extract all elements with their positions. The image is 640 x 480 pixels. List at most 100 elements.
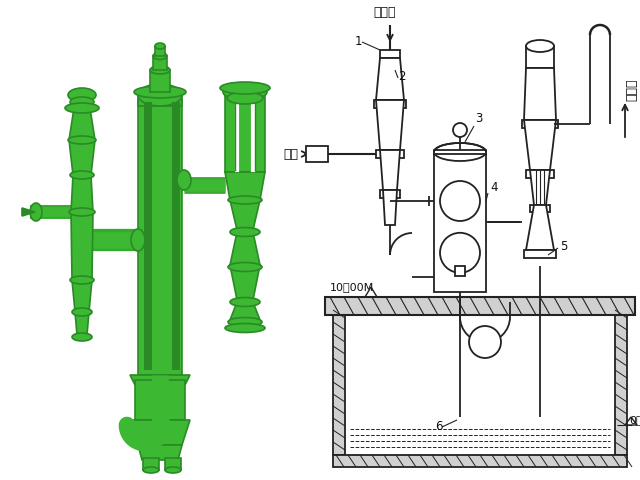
Bar [345, 315, 615, 455]
Bar [530, 205, 550, 212]
Ellipse shape [131, 229, 145, 251]
Ellipse shape [228, 263, 262, 272]
Polygon shape [524, 120, 556, 170]
Ellipse shape [228, 196, 262, 204]
Bar [333, 455, 627, 467]
Text: 抽气: 抽气 [283, 147, 298, 160]
Ellipse shape [150, 66, 170, 74]
Text: 0．00: 0．00 [629, 415, 640, 425]
Bar [155, 46, 165, 56]
Polygon shape [22, 208, 35, 216]
Ellipse shape [223, 84, 267, 100]
Bar [380, 190, 400, 198]
Bar [143, 458, 159, 470]
Bar [455, 266, 465, 276]
Ellipse shape [138, 84, 182, 106]
Ellipse shape [177, 170, 191, 190]
Ellipse shape [80, 231, 90, 249]
Text: 10．00M: 10．00M [330, 282, 374, 292]
Polygon shape [230, 302, 260, 320]
Bar [135, 380, 185, 420]
Bar [333, 315, 345, 455]
Ellipse shape [65, 103, 99, 113]
Ellipse shape [69, 208, 95, 216]
Polygon shape [380, 150, 400, 190]
Bar [376, 150, 404, 158]
Bar [310, 0, 640, 480]
Bar [434, 150, 486, 154]
Polygon shape [75, 312, 89, 335]
Polygon shape [230, 265, 260, 300]
Bar [615, 315, 627, 455]
Circle shape [440, 181, 480, 221]
Polygon shape [138, 445, 182, 460]
Ellipse shape [228, 317, 262, 326]
Polygon shape [230, 200, 260, 230]
Ellipse shape [68, 136, 96, 144]
Polygon shape [69, 140, 95, 175]
Polygon shape [383, 190, 397, 225]
Polygon shape [69, 108, 95, 140]
Bar [150, 70, 170, 92]
Polygon shape [524, 68, 556, 120]
Bar [374, 100, 406, 108]
Ellipse shape [165, 467, 181, 473]
Text: 压力水: 压力水 [625, 79, 639, 101]
Polygon shape [71, 175, 93, 212]
Ellipse shape [225, 324, 265, 333]
Bar [172, 102, 180, 370]
Ellipse shape [30, 203, 42, 221]
Ellipse shape [153, 52, 167, 60]
Polygon shape [526, 205, 554, 250]
Ellipse shape [526, 40, 554, 52]
Ellipse shape [230, 228, 260, 237]
Bar [306, 146, 328, 162]
Polygon shape [230, 232, 260, 265]
Text: 3: 3 [475, 112, 483, 125]
Ellipse shape [134, 86, 186, 98]
Text: 5: 5 [560, 240, 568, 253]
Polygon shape [72, 280, 92, 312]
Ellipse shape [227, 92, 263, 104]
Ellipse shape [155, 43, 165, 49]
Ellipse shape [70, 276, 94, 284]
Bar [526, 170, 554, 178]
Bar [434, 152, 486, 292]
Bar [526, 46, 554, 68]
Polygon shape [376, 58, 404, 100]
Bar [165, 458, 181, 470]
Bar [524, 250, 556, 258]
Ellipse shape [72, 308, 92, 316]
Ellipse shape [70, 171, 94, 179]
Bar [74, 92, 90, 102]
Bar [233, 88, 257, 100]
Text: 2: 2 [398, 70, 406, 83]
Bar [325, 297, 635, 315]
Ellipse shape [72, 333, 92, 341]
Text: 1: 1 [355, 35, 362, 48]
Polygon shape [530, 170, 550, 205]
Circle shape [469, 326, 501, 358]
Circle shape [453, 123, 467, 137]
Bar [522, 120, 558, 128]
Text: 生蔡气: 生蔡气 [374, 7, 396, 20]
Ellipse shape [70, 97, 94, 107]
Ellipse shape [68, 88, 96, 102]
Bar [138, 93, 182, 106]
Circle shape [440, 233, 480, 273]
Text: 4: 4 [490, 181, 497, 194]
Polygon shape [130, 375, 190, 385]
Bar [153, 56, 167, 70]
Ellipse shape [143, 467, 159, 473]
Bar [225, 92, 265, 172]
Polygon shape [376, 100, 404, 150]
Bar [380, 50, 400, 58]
Polygon shape [130, 420, 190, 445]
Ellipse shape [434, 143, 486, 161]
Polygon shape [225, 172, 265, 200]
Bar [138, 100, 182, 375]
Polygon shape [71, 212, 93, 280]
Bar [144, 102, 152, 370]
Text: 6: 6 [435, 420, 442, 433]
Ellipse shape [220, 82, 270, 94]
